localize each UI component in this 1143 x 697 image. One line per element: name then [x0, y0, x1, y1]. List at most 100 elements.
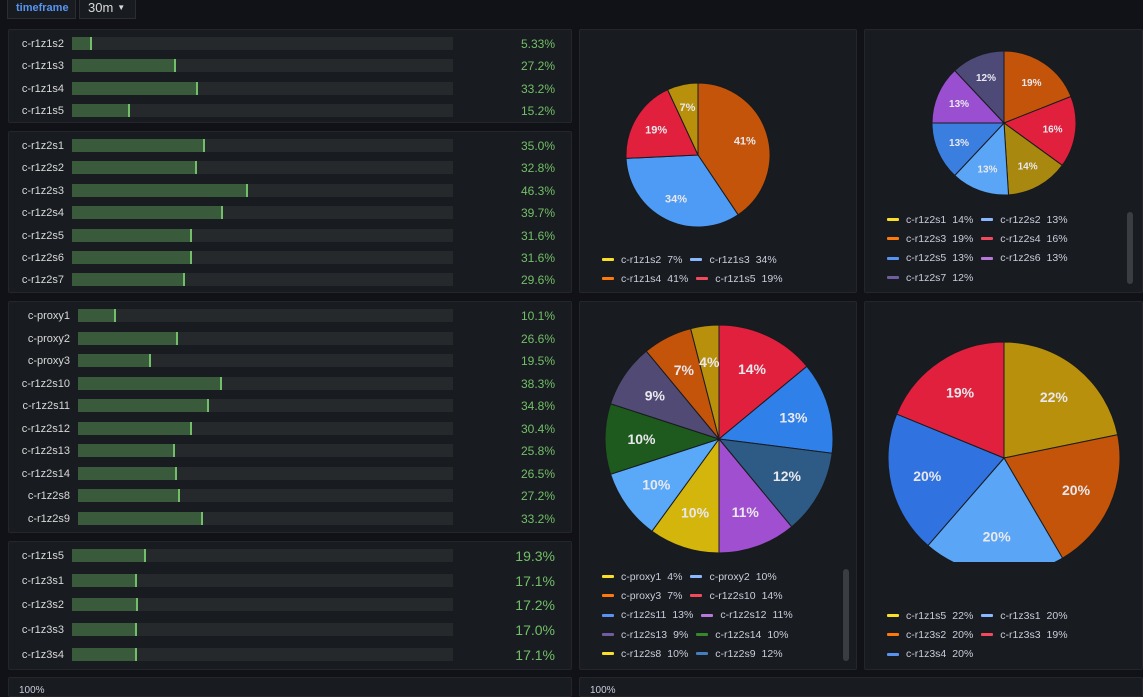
legend-color-swatch	[696, 652, 709, 656]
row-value: 31.6%	[520, 228, 555, 243]
pie-slice-c-r1z2s12[interactable]	[718, 437, 793, 554]
pie-slice-c-r1z1s4[interactable]	[697, 82, 771, 216]
pie-slice-c-r1z1s5[interactable]	[625, 89, 699, 159]
legend-item[interactable]: c-r1z2s4 16%	[981, 229, 1068, 248]
legend-item[interactable]: c-r1z2s8 10%	[602, 644, 688, 663]
row-label: c-r1z2s13	[21, 445, 70, 457]
legend-color-swatch	[602, 633, 614, 637]
pie-slice-c-r1z2s2[interactable]	[954, 121, 1010, 196]
legend-percent: 13%	[1046, 252, 1068, 265]
legend-item[interactable]: c-r1z3s2 20%	[887, 625, 973, 644]
timeframe-select[interactable]: 30m ▼	[79, 0, 136, 19]
row-value: 26.6%	[520, 331, 555, 346]
bar-gauge-row: c-r1z2s10 38.3%	[9, 376, 571, 393]
row-value: 27.2%	[520, 59, 555, 74]
legend-item[interactable]: c-proxy2 10%	[690, 567, 777, 586]
row-label: c-r1z1s4	[21, 82, 64, 95]
pie-slice-c-r1z3s3[interactable]	[896, 341, 1005, 459]
pie-slice-c-r1z2s9[interactable]	[717, 438, 833, 528]
bar-gauge-row: c-r1z2s2 32.8%	[9, 161, 571, 177]
legend-item[interactable]: c-r1z1s2 7%	[602, 250, 682, 269]
legend-item[interactable]: c-r1z2s10 14%	[690, 586, 783, 605]
pie-slice-c-r1z3s4[interactable]	[887, 413, 1005, 547]
legend-item[interactable]: c-r1z2s14 10%	[696, 625, 788, 644]
legend-name: c-r1z1s3	[709, 253, 750, 266]
legend-name: c-r1z1s5	[715, 272, 756, 285]
bar-fill	[72, 549, 146, 562]
legend-name: c-r1z2s5	[906, 252, 947, 265]
legend-item[interactable]: c-r1z1s5 22%	[887, 606, 973, 625]
pie-slice-c-proxy1[interactable]	[690, 324, 720, 440]
legend-name: c-r1z1s5	[906, 609, 947, 622]
legend-percent: 19%	[952, 232, 974, 245]
pie-slice-c-r1z2s7[interactable]	[954, 50, 1005, 125]
row-label: c-proxy1	[27, 310, 70, 322]
pie-slice-c-r1z1s2[interactable]	[666, 82, 699, 156]
legend-item[interactable]: c-r1z1s5 19%	[696, 269, 783, 288]
pie-slice-c-r1z1s5[interactable]	[1003, 341, 1119, 459]
row-value: 30.4%	[520, 421, 555, 436]
legend-scrollbar[interactable]	[843, 569, 849, 661]
legend-item[interactable]: c-r1z2s9 12%	[696, 644, 783, 663]
pie-slice-c-r1z2s8[interactable]	[651, 437, 720, 554]
legend-percent: 20%	[952, 648, 974, 661]
row-label: c-r1z3s3	[21, 624, 64, 637]
pie-slice-label: 19%	[946, 384, 975, 400]
pie-slice-c-r1z2s10[interactable]	[718, 324, 808, 441]
bar-gauge-row: c-r1z2s5 31.6%	[9, 228, 571, 245]
pie-slice-c-r1z2s5[interactable]	[931, 122, 1006, 177]
legend-percent: 10%	[667, 647, 689, 660]
legend-item[interactable]: c-r1z1s4 41%	[602, 269, 688, 288]
legend-scrollbar[interactable]	[1127, 212, 1133, 284]
legend-item[interactable]: c-r1z3s1 20%	[981, 606, 1068, 625]
legend-color-swatch	[602, 613, 614, 617]
legend-item[interactable]: c-r1z2s11 13%	[602, 606, 693, 625]
bar-fill	[72, 103, 130, 117]
pie-slice-label: 7%	[679, 102, 695, 114]
row-label: c-r1z1s5	[21, 104, 64, 117]
legend-color-swatch	[887, 256, 899, 260]
bar-fill	[72, 59, 176, 73]
pie-slice-c-r1z2s11[interactable]	[717, 365, 834, 454]
legend-color-swatch	[981, 237, 994, 241]
pie-slice-c-r1z3s1[interactable]	[927, 457, 1064, 562]
legend-item[interactable]: c-proxy1 4%	[602, 567, 682, 586]
pie-slice-c-r1z2s1[interactable]	[1003, 121, 1063, 196]
pie-slice-c-r1z3s2[interactable]	[1003, 434, 1121, 559]
pie-chart: 14% 13% 12% 11% 10% 10% 10% 9% 7% 4%	[604, 324, 834, 554]
legend-item[interactable]: c-r1z2s3 19%	[887, 229, 973, 248]
pie-slice-label: 13%	[949, 138, 969, 149]
bar-fill	[78, 354, 152, 367]
legend-item[interactable]: c-proxy3 7%	[602, 586, 682, 605]
legend-name: c-r1z3s4	[906, 648, 947, 661]
pie-slice-c-r1z2s6[interactable]	[931, 69, 1006, 124]
legend-color-swatch	[981, 633, 994, 637]
row-label: c-r1z2s8	[27, 490, 70, 502]
pie-slice-label: 19%	[1022, 78, 1042, 89]
row-value: 27.2%	[520, 489, 555, 503]
bar-track	[72, 139, 453, 152]
legend-item[interactable]: c-r1z2s5 13%	[887, 249, 973, 268]
pie-slice-c-r1z2s4[interactable]	[1002, 95, 1077, 167]
legend-item[interactable]: c-r1z2s1 14%	[887, 210, 973, 229]
legend-item[interactable]: c-r1z2s13 9%	[602, 625, 688, 644]
legend-item[interactable]: c-r1z1s3 34%	[690, 250, 777, 269]
bar-gauge-row: c-proxy3 19.5%	[9, 354, 571, 370]
legend-item[interactable]: c-r1z2s7 12%	[887, 268, 973, 287]
legend-item[interactable]: c-r1z2s6 13%	[981, 249, 1068, 268]
bar-track	[78, 399, 453, 412]
bar-track	[72, 228, 453, 242]
pie-slice-c-proxy2[interactable]	[609, 438, 721, 532]
pie-slice-c-r1z2s3[interactable]	[1003, 50, 1072, 124]
pie-slice-label: 16%	[1043, 125, 1063, 136]
legend-item[interactable]: c-r1z2s2 13%	[981, 210, 1068, 229]
bar-fill	[72, 139, 206, 152]
legend-item[interactable]: c-r1z3s3 19%	[981, 625, 1068, 644]
legend-percent: 19%	[761, 272, 783, 285]
row-value: 19.5%	[520, 354, 555, 368]
pie-slice-c-r1z2s14[interactable]	[604, 403, 721, 475]
legend-item[interactable]: c-r1z3s4 20%	[887, 645, 973, 664]
pie-slice-c-r1z1s3[interactable]	[625, 154, 739, 228]
pie-slice-label: 7%	[674, 362, 695, 378]
legend-item[interactable]: c-r1z2s12 11%	[701, 606, 793, 625]
